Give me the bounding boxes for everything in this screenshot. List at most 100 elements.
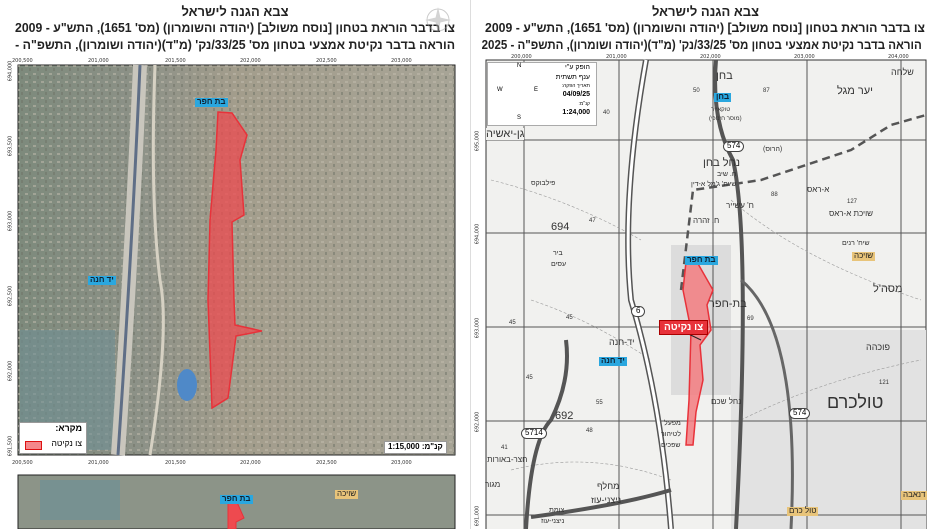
left-map-panel: צבא הגנה לישראל צו בדבר הוראת בטחון [נוס…	[0, 0, 470, 529]
place-label: נחל שכם	[711, 397, 742, 406]
y-tick: 694,000	[474, 223, 481, 245]
road-shield: 574	[789, 408, 811, 419]
road-shield: 5714	[521, 428, 547, 439]
x-tick: 201,500	[165, 58, 186, 64]
place-label: ח. זהרה	[693, 216, 720, 225]
x-tick: 200,000	[511, 54, 532, 60]
order-title-line2-text: הוראה בדבר נקיטת אמצעי בטחון מס' 33/25/נ…	[15, 38, 455, 52]
place-label: בחן	[716, 70, 733, 82]
y-tick: 692,000	[7, 360, 14, 382]
date-label: תאריך הפקה:	[561, 83, 590, 89]
place-label: יד-חנה	[609, 337, 635, 347]
compass-e: E	[534, 87, 539, 93]
order-title-line1-text: צו בדבר הוראת בטחון [נוסח משולב] (יהודה …	[485, 21, 926, 35]
gold-place-label: טול כרם	[787, 506, 819, 516]
place-label: ניצני-עוז	[591, 495, 622, 505]
reservoir	[177, 369, 197, 401]
place-label: נחל בחן	[703, 157, 741, 169]
org-title: צבא הגנה לישראל	[0, 4, 470, 20]
blue-place-label: יד חנה	[599, 356, 627, 366]
y-tick: 694,000	[7, 60, 14, 82]
legend-item-label: צו נקיטה	[51, 438, 83, 448]
y-tick: 693,000	[7, 210, 14, 232]
compass-w: W	[497, 87, 503, 93]
lower-place-label: שויכה	[335, 489, 359, 499]
place-label: לטיהור	[661, 431, 681, 438]
place-label: חצר-באורותי	[485, 455, 528, 464]
order-title-line2: הוראה בדבר נקיטת אמצעי בטחון מס' 33/25/נ…	[471, 38, 940, 52]
place-label: שויכת א-ראס	[829, 209, 874, 218]
elevation: 88	[771, 192, 778, 198]
place-label: טוקאייר	[711, 107, 731, 113]
place-label: גן-יאשיה	[486, 128, 525, 141]
aerial-map[interactable]	[0, 0, 470, 529]
x-tick: 201,000	[606, 54, 627, 60]
scale-label: קנ"מ:	[578, 101, 591, 107]
scale-label: קנ"מ: 1:15,000	[384, 441, 447, 454]
minor-roads	[490, 179, 922, 481]
elevation: 45	[566, 315, 573, 321]
x-tick: 203,000	[794, 54, 815, 60]
legend-swatch	[25, 441, 42, 450]
elevation: 50	[693, 88, 700, 94]
x-tick: 202,000	[700, 54, 721, 60]
lower-place-label: בת חפר	[220, 494, 253, 504]
blue-place-label: בת חפר	[685, 255, 718, 265]
road-shield: 6	[631, 306, 646, 317]
produced-by: הופק ע"י	[565, 64, 590, 71]
place-label: צומת	[549, 507, 565, 514]
elevation: 48	[586, 428, 593, 434]
x-tick-bottom: 203,000	[391, 460, 412, 466]
org-title-text: צבא הגנה לישראל	[651, 4, 760, 19]
place-label: מחלף	[597, 481, 620, 491]
place-label: יד חנה	[88, 275, 116, 285]
production-date: 04/09/25	[562, 91, 590, 98]
order-area-polygon	[207, 111, 263, 410]
x-tick: 203,000	[391, 58, 412, 64]
order-area-polygon	[682, 261, 714, 446]
x-tick-bottom: 201,500	[165, 460, 186, 466]
place-label: בת חפר	[195, 97, 228, 107]
x-tick: 204,000	[888, 54, 909, 60]
blue-place-label: בחן	[714, 92, 732, 102]
order-label: צו נקיטה	[659, 320, 709, 335]
y-tick: 692,000	[474, 411, 481, 433]
place-label: פוכהה	[866, 342, 890, 352]
elevation: 45	[526, 375, 533, 381]
y-tick: 692,500	[7, 285, 14, 307]
compass-n: N	[517, 63, 522, 69]
place-label: שפכים	[661, 442, 681, 449]
x-tick-bottom: 200,500	[12, 460, 33, 466]
order-title-line2-text: הוראה בדבר נקיטת אמצעי בטחון מס' 33/25/נ…	[481, 38, 922, 52]
road-5714	[524, 339, 569, 529]
scale-value: 1:24,000	[562, 109, 590, 116]
elevation: 40	[603, 110, 610, 116]
x-tick-bottom: 202,500	[316, 460, 337, 466]
order-title-line1-text: צו בדבר הוראת בטחון [נוסח משולב] (יהודה …	[14, 21, 455, 35]
compass-s: S	[517, 115, 522, 121]
compass-rose-icon	[425, 7, 451, 33]
topo-map[interactable]	[471, 0, 940, 529]
place-label: (הרוס)	[763, 146, 783, 153]
y-tick: 691,000	[474, 505, 481, 527]
elevation: 87	[763, 88, 770, 94]
elevation: 55	[596, 400, 603, 406]
x-tick: 201,000	[88, 58, 109, 64]
road-574	[713, 59, 745, 529]
place-label: ניצני-עוז	[541, 518, 565, 525]
order-title-line1: צו בדבר הוראת בטחון [נוסח משולב] (יהודה …	[0, 21, 470, 35]
gold-place-label: שויכה	[852, 251, 876, 261]
info-box: N S E W הופק ע"י ענף תשתית תאריך הפקה: 0…	[487, 62, 597, 126]
x-tick-bottom: 201,000	[88, 460, 109, 466]
gold-place-label: דנאבה	[901, 490, 928, 500]
y-tick: 691,500	[7, 435, 14, 457]
place-label: מסה'ל	[873, 283, 903, 295]
y-tick: 695,000	[474, 130, 481, 152]
elevation: 69	[747, 316, 754, 322]
place-label: עסים	[551, 261, 567, 268]
road-number: 692	[555, 410, 574, 422]
y-tick: 693,500	[7, 135, 14, 157]
place-label: שייח' ג'מל א-דין	[691, 181, 737, 188]
elevation: 127	[847, 199, 858, 205]
org-title: צבא הגנה לישראל	[471, 4, 940, 20]
